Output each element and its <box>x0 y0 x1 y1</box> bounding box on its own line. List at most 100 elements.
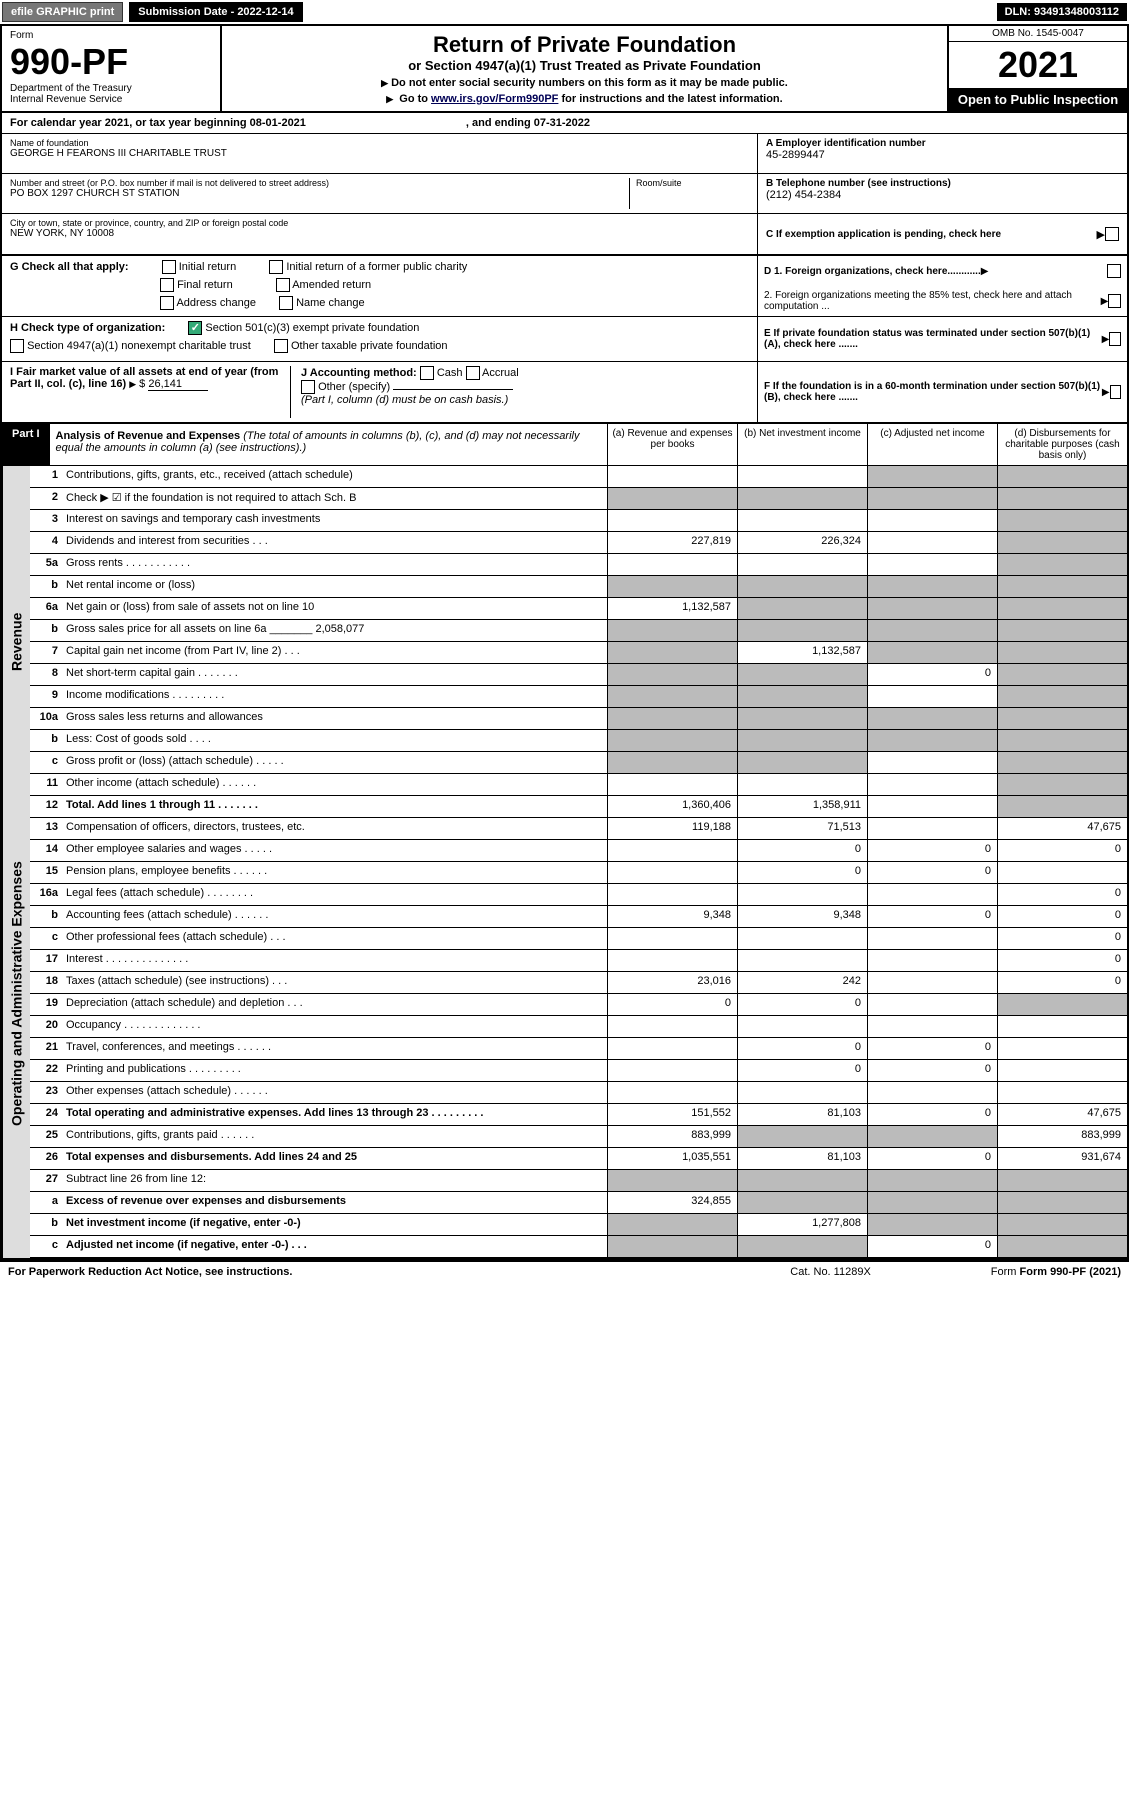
cell-a <box>607 554 737 575</box>
row-desc: Net gain or (loss) from sale of assets n… <box>62 598 607 619</box>
cell-b <box>737 466 867 487</box>
room-block: Room/suite <box>629 178 749 209</box>
irs-link[interactable]: www.irs.gov/Form990PF <box>431 93 558 105</box>
expenses-section: Operating and Administrative Expenses 13… <box>2 818 1127 1170</box>
row-desc: Excess of revenue over expenses and disb… <box>62 1192 607 1213</box>
cell-c: 0 <box>867 1104 997 1125</box>
cell-a: 9,348 <box>607 906 737 927</box>
topbar: efile GRAPHIC print Submission Date - 20… <box>0 0 1129 24</box>
row-number: b <box>30 620 62 641</box>
cell-b <box>737 884 867 905</box>
cell-b <box>737 774 867 795</box>
cell-b <box>737 620 867 641</box>
f-checkbox[interactable] <box>1110 385 1121 399</box>
e-label: E If private foundation status was termi… <box>764 328 1102 350</box>
instruction-2: Go to www.irs.gov/Form990PF for instruct… <box>228 93 941 105</box>
cell-b <box>737 554 867 575</box>
cell-b <box>737 928 867 949</box>
form-container: Form 990-PF Department of the Treasury I… <box>0 24 1129 1262</box>
cell-b <box>737 686 867 707</box>
name-label: Name of foundation <box>10 138 749 148</box>
cell-a <box>607 752 737 773</box>
cell-c <box>867 972 997 993</box>
g-check-2[interactable] <box>269 260 283 274</box>
cell-a: 119,188 <box>607 818 737 839</box>
info-grid: Name of foundation GEORGE H FEARONS III … <box>2 134 1127 256</box>
cell-dd <box>997 488 1127 509</box>
row-desc: Total. Add lines 1 through 11 . . . . . … <box>62 796 607 817</box>
row-desc: Taxes (attach schedule) (see instruction… <box>62 972 607 993</box>
g-opt-4: Amended return <box>292 279 371 291</box>
j-block: J Accounting method: Cash Accrual Other … <box>290 366 749 418</box>
h-check-2[interactable] <box>10 339 24 353</box>
row-number: 9 <box>30 686 62 707</box>
row-number: 21 <box>30 1038 62 1059</box>
g-check-6[interactable] <box>279 296 293 310</box>
cell-a <box>607 884 737 905</box>
row-desc: Interest . . . . . . . . . . . . . . <box>62 950 607 971</box>
table-row: 2Check ▶ ☑ if the foundation is not requ… <box>30 488 1127 510</box>
cell-dd: 0 <box>997 928 1127 949</box>
col-d-hdr: (d) Disbursements for charitable purpose… <box>997 424 1127 465</box>
d1-label: D 1. Foreign organizations, check here..… <box>764 266 981 277</box>
calyear-ending: , and ending 07-31-2022 <box>466 117 590 129</box>
irs-label: Internal Revenue Service <box>10 94 212 105</box>
h-check-1[interactable] <box>188 321 202 335</box>
table-row: 21Travel, conferences, and meetings . . … <box>30 1038 1127 1060</box>
j-accrual-check[interactable] <box>466 366 480 380</box>
table-row: 9Income modifications . . . . . . . . . <box>30 686 1127 708</box>
part1-header-row: Part I Analysis of Revenue and Expenses … <box>2 424 1127 466</box>
city-label: City or town, state or province, country… <box>10 218 749 228</box>
cell-a <box>607 466 737 487</box>
cell-c <box>867 774 997 795</box>
cell-a: 1,035,551 <box>607 1148 737 1169</box>
cell-dd <box>997 1060 1127 1081</box>
table-row: 1Contributions, gifts, grants, etc., rec… <box>30 466 1127 488</box>
cell-a <box>607 510 737 531</box>
j-other-check[interactable] <box>301 380 315 394</box>
cell-c <box>867 818 997 839</box>
cell-dd <box>997 708 1127 729</box>
ij-row: I Fair market value of all assets at end… <box>2 362 1127 424</box>
c-checkbox[interactable] <box>1105 227 1119 241</box>
f-right: F If the foundation is in a 60-month ter… <box>757 362 1127 422</box>
cell-dd: 883,999 <box>997 1126 1127 1147</box>
d1-section: D 1. Foreign organizations, check here..… <box>757 256 1127 286</box>
part1-title: Analysis of Revenue and Expenses <box>56 430 241 442</box>
table-row: 14Other employee salaries and wages . . … <box>30 840 1127 862</box>
cell-b <box>737 664 867 685</box>
cell-b: 1,358,911 <box>737 796 867 817</box>
e-checkbox[interactable] <box>1109 332 1121 346</box>
addr-label: Number and street (or P.O. box number if… <box>10 178 629 188</box>
h-opt-3: Other taxable private foundation <box>291 340 448 352</box>
cell-c <box>867 796 997 817</box>
g-check-1[interactable] <box>162 260 176 274</box>
g-check-4[interactable] <box>276 278 290 292</box>
footer-left: For Paperwork Reduction Act Notice, see … <box>8 1266 292 1278</box>
g-check-3[interactable] <box>160 278 174 292</box>
h-label: H Check type of organization: <box>10 322 165 334</box>
g-check-5[interactable] <box>160 296 174 310</box>
table-row: aExcess of revenue over expenses and dis… <box>30 1192 1127 1214</box>
d2-checkbox[interactable] <box>1108 294 1121 308</box>
row-number: 18 <box>30 972 62 993</box>
row-number: 3 <box>30 510 62 531</box>
g-opt-5: Address change <box>176 297 256 309</box>
dept-label: Department of the Treasury <box>10 83 212 94</box>
phone-label: B Telephone number (see instructions) <box>766 178 1119 189</box>
cell-b <box>737 1016 867 1037</box>
row-number: c <box>30 1236 62 1257</box>
cell-a: 0 <box>607 994 737 1015</box>
cell-a <box>607 488 737 509</box>
cell-dd <box>997 1016 1127 1037</box>
dln: DLN: 93491348003112 <box>997 3 1127 21</box>
table-row: 17Interest . . . . . . . . . . . . . .0 <box>30 950 1127 972</box>
d1-checkbox[interactable] <box>1107 264 1121 278</box>
h-check-3[interactable] <box>274 339 288 353</box>
j-cash-check[interactable] <box>420 366 434 380</box>
row-desc: Compensation of officers, directors, tru… <box>62 818 607 839</box>
cell-dd <box>997 686 1127 707</box>
cell-c <box>867 752 997 773</box>
name-cell: Name of foundation GEORGE H FEARONS III … <box>2 134 757 174</box>
table-row: bNet rental income or (loss) <box>30 576 1127 598</box>
